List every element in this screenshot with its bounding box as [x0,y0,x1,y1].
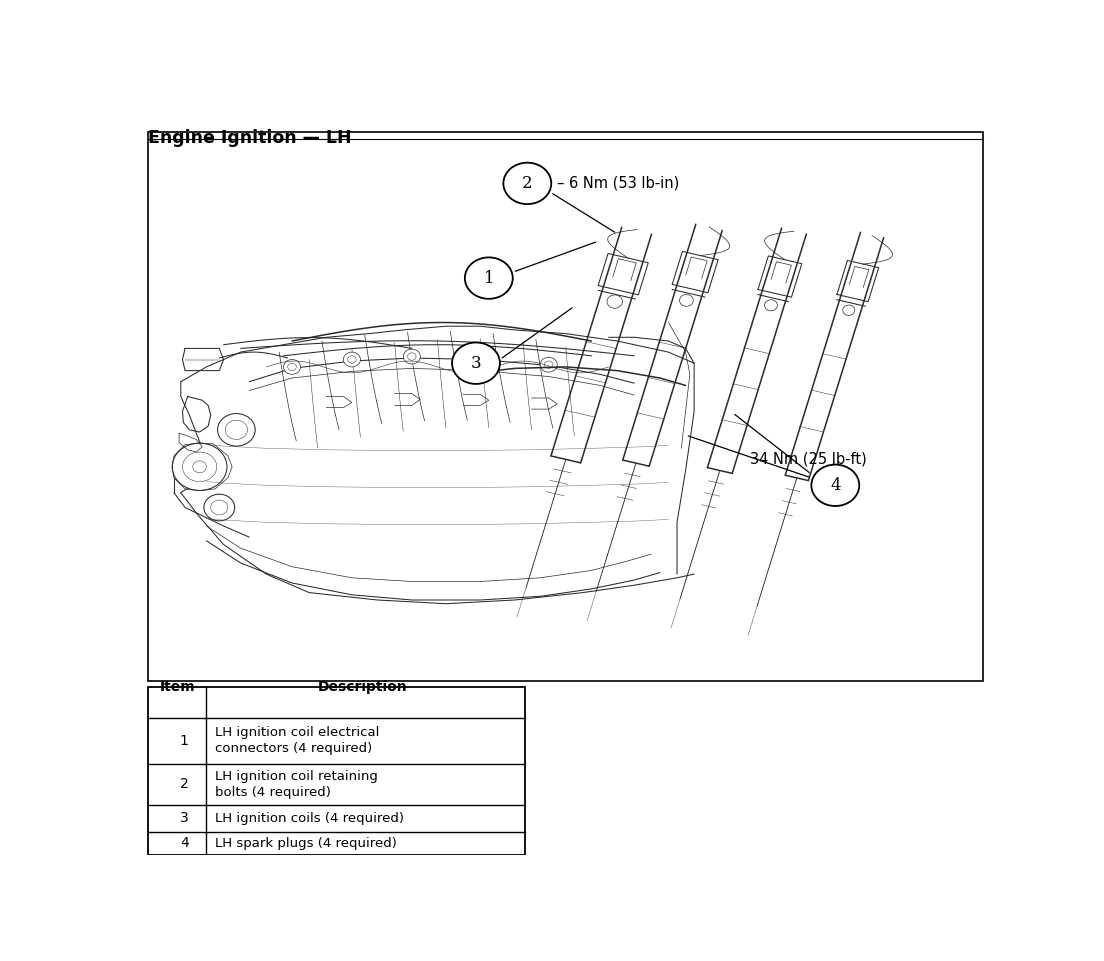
Text: 1: 1 [180,733,189,748]
Circle shape [607,295,623,308]
Circle shape [544,361,553,368]
Circle shape [193,461,206,473]
Text: LH ignition coil retaining
bolts (4 required): LH ignition coil retaining bolts (4 requ… [215,770,378,799]
Circle shape [343,352,360,367]
Text: LH spark plugs (4 required): LH spark plugs (4 required) [215,837,396,850]
Circle shape [680,294,693,307]
Circle shape [476,355,485,361]
Bar [148,133,984,681]
Circle shape [465,258,512,299]
Text: 3: 3 [180,811,189,825]
Text: – 6 Nm (53 lb-in): – 6 Nm (53 lb-in) [558,176,679,191]
Text: LH ignition coil electrical
connectors (4 required): LH ignition coil electrical connectors (… [215,726,380,755]
Circle shape [540,357,558,372]
Circle shape [217,413,255,446]
Text: LH ignition coils (4 required): LH ignition coils (4 required) [215,812,404,825]
Text: 1: 1 [484,270,495,286]
Text: 4: 4 [180,836,189,850]
Circle shape [471,351,489,365]
Circle shape [284,359,300,375]
Circle shape [204,494,235,521]
Circle shape [765,300,777,310]
Circle shape [407,353,416,360]
Circle shape [811,464,859,506]
Circle shape [842,305,854,315]
Circle shape [348,356,357,363]
Circle shape [452,342,500,384]
Text: 34 Nm (25 lb-ft): 34 Nm (25 lb-ft) [750,452,867,467]
Text: 2: 2 [180,777,189,791]
Bar [148,686,524,855]
Circle shape [172,443,227,490]
Text: Engine Ignition — LH: Engine Ignition — LH [148,129,352,147]
Circle shape [288,363,296,371]
Text: 3: 3 [470,355,481,372]
Circle shape [225,420,247,439]
Circle shape [211,500,227,515]
Text: 2: 2 [522,175,532,192]
Circle shape [503,162,551,204]
Text: 4: 4 [830,477,840,494]
Text: Description: Description [318,679,407,694]
Text: Item: Item [160,679,195,694]
Circle shape [182,452,216,481]
Circle shape [403,349,421,364]
